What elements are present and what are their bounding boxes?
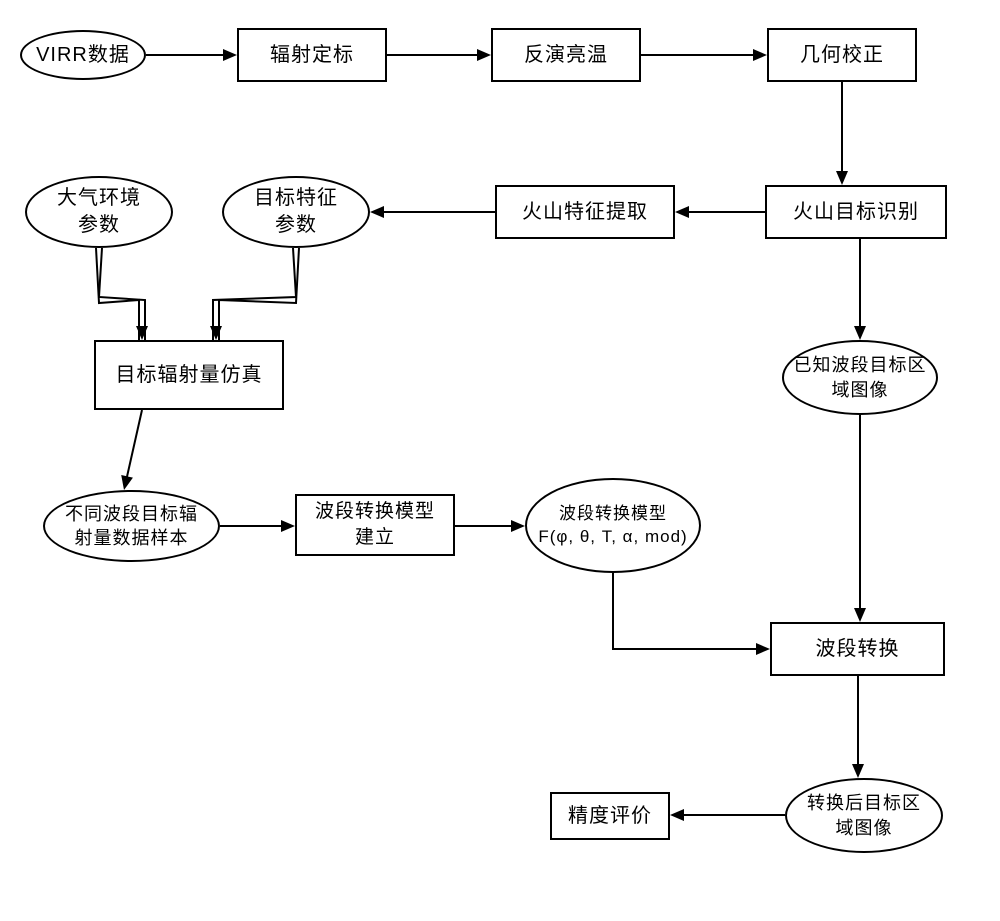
node-band-conversion: 波段转换	[770, 622, 945, 676]
node-volcano-target-id: 火山目标识别	[765, 185, 947, 239]
node-known-band-image: 已知波段目标区域图像	[782, 340, 938, 415]
node-accuracy-eval: 精度评价	[550, 792, 670, 840]
label: 波段转换模型F(φ, θ, T, α, mod)	[538, 503, 687, 549]
node-band-conv-model: 波段转换模型F(φ, θ, T, α, mod)	[525, 478, 701, 573]
label: 几何校正	[800, 42, 884, 69]
node-converted-image: 转换后目标区域图像	[785, 778, 943, 853]
node-build-band-model: 波段转换模型建立	[295, 494, 455, 556]
label: VIRR数据	[36, 42, 130, 69]
label: 波段转换模型建立	[315, 499, 435, 550]
label: 目标辐射量仿真	[116, 362, 263, 389]
label: 火山特征提取	[522, 199, 648, 226]
label: 目标特征参数	[254, 185, 338, 239]
label: 辐射定标	[270, 42, 354, 69]
label: 已知波段目标区域图像	[794, 353, 927, 402]
label: 转换后目标区域图像	[807, 791, 921, 840]
node-virr-data: VIRR数据	[20, 30, 146, 80]
node-radiometric-calibration: 辐射定标	[237, 28, 387, 82]
node-geometric-correction: 几何校正	[767, 28, 917, 82]
label: 反演亮温	[524, 42, 608, 69]
label: 精度评价	[568, 803, 652, 830]
label: 大气环境参数	[57, 185, 141, 239]
node-target-radiation-sim: 目标辐射量仿真	[94, 340, 284, 410]
node-atmosphere-params: 大气环境参数	[25, 176, 173, 248]
node-inverse-brightness-temp: 反演亮温	[491, 28, 641, 82]
node-target-feature-params: 目标特征参数	[222, 176, 370, 248]
node-volcano-feature-extract: 火山特征提取	[495, 185, 675, 239]
label: 不同波段目标辐射量数据样本	[65, 502, 198, 551]
label: 火山目标识别	[793, 199, 919, 226]
label: 波段转换	[816, 636, 900, 663]
node-radiation-samples: 不同波段目标辐射量数据样本	[43, 490, 220, 562]
